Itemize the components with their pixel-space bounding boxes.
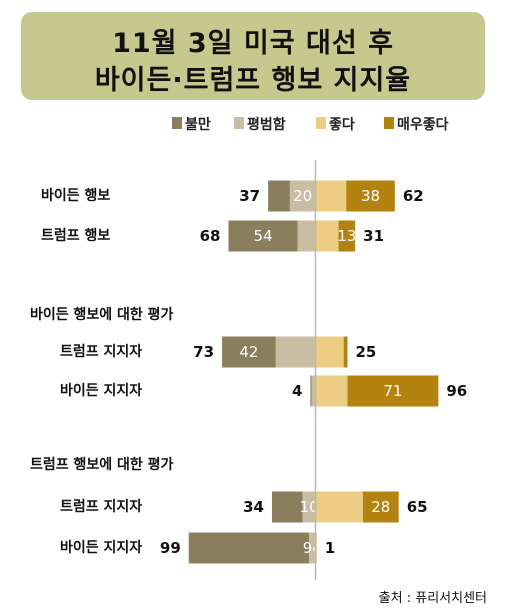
legend-swatch-매우좋다 (384, 117, 394, 129)
chart-title-line-2: 바이든·트럼프 행보 지지율 (94, 65, 412, 96)
title-banner: 11월 3일 미국 대선 후 바이든·트럼프 행보 지지율 (21, 12, 485, 100)
legend-swatch-평범함 (234, 117, 244, 129)
group-3-row-1-bar-불만 (271, 491, 303, 523)
group-2-row-2-bar-좋다 (315, 375, 348, 407)
group-1-row-2-negative-total: 68 (200, 227, 221, 245)
group-3-row-1-bar-좋다 (315, 491, 363, 523)
group-3-row-1-value-매우좋다: 28 (371, 498, 390, 516)
group-heading-2: 바이든 행보에 대한 평가 (30, 306, 174, 323)
group-1-row-1-bar-불만 (268, 180, 290, 212)
group-2-row-2-negative-total: 4 (292, 382, 302, 400)
group-1-row-2-bar-좋다 (315, 220, 339, 252)
group-1-row-1-negative-total: 37 (239, 187, 260, 205)
group-1-row-2-value-불만: 54 (253, 227, 272, 245)
group-3-row-1-bar-평범함 (302, 491, 316, 523)
group-2-row-2-positive-total: 96 (446, 382, 467, 400)
group-2-row-2-bar-불만 (310, 375, 312, 407)
group-1-row-2-bar-평범함 (297, 220, 316, 252)
group-3-row-2-label: 바이든 지지자 (60, 539, 142, 556)
group-2-row-1-bar-매우좋다 (343, 336, 348, 368)
group-1-row-1-bar-평범함 (289, 180, 316, 212)
group-1-row-1-positive-total: 62 (403, 187, 424, 205)
chart-title-line-1: 11월 3일 미국 대선 후 (112, 28, 394, 59)
group-2-row-1-bar-평범함 (275, 336, 316, 368)
group-1-row-1-value-매우좋다: 38 (361, 187, 380, 205)
legend-swatch-불만 (172, 117, 182, 129)
group-1-row-1-bar-매우좋다 (346, 180, 395, 212)
group-1-row-1-value-평범함: 20 (293, 187, 312, 205)
group-1-row-2-label: 트럼프 행보 (41, 228, 110, 244)
group-2-row-2-value-매우좋다: 71 (383, 382, 402, 400)
group-2-row-1-bar-불만 (222, 336, 276, 368)
legend-swatch-좋다 (316, 117, 326, 129)
group-2-row-2-label: 바이든 지지자 (60, 382, 142, 399)
legend: 불만 평범함 좋다 매우좋다 (0, 110, 505, 134)
group-2-row-1-negative-total: 73 (193, 343, 214, 361)
source-note: 출처 : 퓨리서치센터 (378, 591, 487, 606)
group-2-row-1-bar-좋다 (315, 336, 344, 368)
group-3-row-2-positive-total: 1 (325, 539, 335, 557)
group-2-row-1-label: 트럼프 지지자 (60, 344, 142, 360)
legend-label-평범함: 평범함 (247, 117, 286, 133)
group-3-row-2-bar-평범함 (309, 532, 316, 564)
group-2-row-1-value-불만: 42 (239, 343, 258, 361)
group-3-row-2-value-평범함: 94 (303, 539, 322, 557)
group-heading-3: 트럼프 행보에 대한 평가 (30, 456, 174, 473)
group-1-row-2-bar-매우좋다 (338, 220, 356, 252)
group-1-row-2-value-매우좋다: 13 (337, 227, 356, 245)
group-3-row-1-value-평범함: 10 (300, 498, 319, 516)
group-1-row-2-positive-total: 31 (363, 227, 384, 245)
group-3-row-1-label: 트럼프 지지자 (60, 499, 142, 515)
group-2-row-2-bar-매우좋다 (347, 375, 439, 407)
group-3-row-1-negative-total: 34 (243, 498, 264, 516)
group-2-row-2-bar-평범함 (311, 375, 316, 407)
group-1-row-2-bar-불만 (228, 220, 298, 252)
group-3-row-1-positive-total: 65 (407, 498, 428, 516)
group-3-row-1-bar-매우좋다 (362, 491, 399, 523)
group-2-row-1-positive-total: 25 (356, 343, 377, 361)
group-1-row-1-label: 바이든 행보 (41, 187, 110, 204)
group-3-row-2-negative-total: 99 (160, 539, 181, 557)
legend-label-매우좋다: 매우좋다 (397, 117, 449, 133)
legend-label-불만: 불만 (185, 117, 211, 133)
group-3-row-2-bar-불만 (188, 532, 310, 564)
group-1-row-1-bar-좋다 (315, 180, 347, 212)
legend-label-좋다: 좋다 (329, 117, 355, 133)
